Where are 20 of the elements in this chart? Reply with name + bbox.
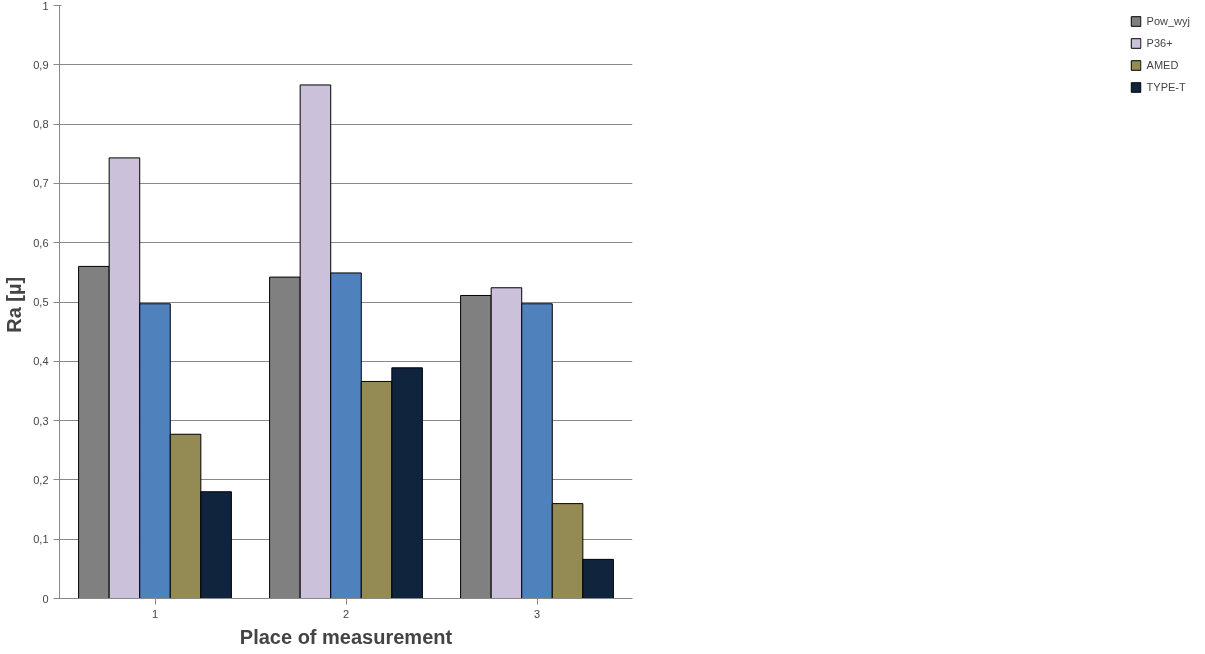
x-tick-label: 1 [151,607,159,620]
y-tick-label: 0,7 [33,177,49,190]
y-tick-label: 0,3 [33,414,49,427]
y-axis-title: Ra [µ] [3,276,26,333]
y-tick-label: 0 [42,592,49,605]
x-tick-label: 3 [533,607,541,620]
legend-label: P36+ [1146,37,1173,49]
y-tick-label: 0,2 [33,473,49,486]
y-tick-label: 0,1 [33,533,49,546]
y-tick-label: 0,8 [33,118,49,131]
legend-label: AMED [1146,59,1179,71]
y-tick-label: 0,4 [33,355,49,368]
legend-label: TYPE-T [1146,81,1186,93]
x-axis-title: Place of measurement [239,625,453,648]
y-tick-label: 1 [42,0,49,12]
x-tick-label: 2 [342,607,350,620]
legend-label: Pow_wyj [1146,15,1190,27]
y-tick-label: 0,5 [33,296,49,308]
y-tick-label: 0,9 [33,58,49,71]
y-tick-label: 0,6 [33,236,49,249]
